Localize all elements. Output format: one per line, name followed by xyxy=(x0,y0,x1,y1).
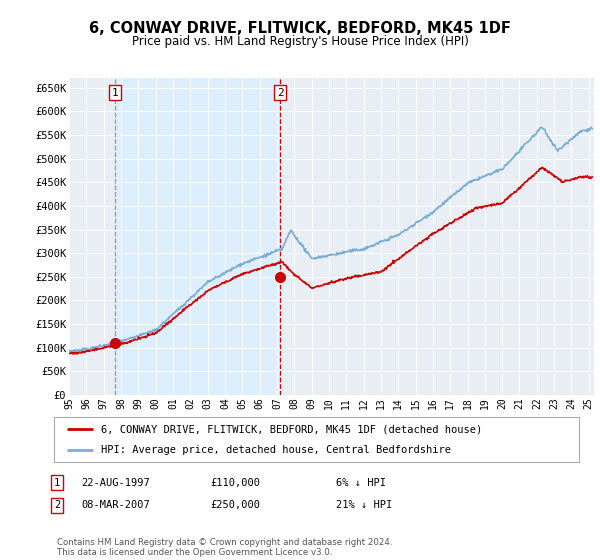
Bar xyxy=(115,78,280,395)
Text: £250,000: £250,000 xyxy=(210,500,260,510)
Text: 6% ↓ HPI: 6% ↓ HPI xyxy=(336,478,386,488)
Text: Contains HM Land Registry data © Crown copyright and database right 2024.
This d: Contains HM Land Registry data © Crown c… xyxy=(57,538,392,557)
Text: 6, CONWAY DRIVE, FLITWICK, BEDFORD, MK45 1DF (detached house): 6, CONWAY DRIVE, FLITWICK, BEDFORD, MK45… xyxy=(101,424,482,435)
Text: 22-AUG-1997: 22-AUG-1997 xyxy=(81,478,150,488)
Text: £110,000: £110,000 xyxy=(210,478,260,488)
Text: 1: 1 xyxy=(112,87,118,97)
Text: Price paid vs. HM Land Registry's House Price Index (HPI): Price paid vs. HM Land Registry's House … xyxy=(131,35,469,48)
Text: HPI: Average price, detached house, Central Bedfordshire: HPI: Average price, detached house, Cent… xyxy=(101,445,451,455)
Text: 2: 2 xyxy=(54,500,60,510)
Text: 2: 2 xyxy=(277,87,283,97)
Text: 08-MAR-2007: 08-MAR-2007 xyxy=(81,500,150,510)
Text: 6, CONWAY DRIVE, FLITWICK, BEDFORD, MK45 1DF: 6, CONWAY DRIVE, FLITWICK, BEDFORD, MK45… xyxy=(89,21,511,36)
Text: 21% ↓ HPI: 21% ↓ HPI xyxy=(336,500,392,510)
Text: 1: 1 xyxy=(54,478,60,488)
